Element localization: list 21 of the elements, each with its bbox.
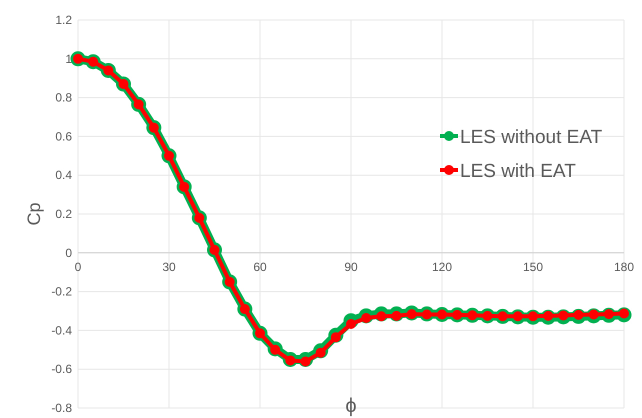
y-axis-title: Cp [24, 202, 44, 226]
y-tick-label: 0.8 [55, 90, 72, 105]
y-tick-label: -0.2 [51, 284, 72, 299]
y-tick-label: -0.4 [51, 323, 72, 338]
y-tick-label: -0.6 [51, 362, 72, 376]
x-tick-label: 0 [74, 260, 82, 274]
y-tick-label: 0.6 [55, 129, 72, 144]
x-tick-label: 60 [253, 260, 267, 274]
x-tick-label: 180 [614, 260, 634, 274]
x-axis-title: ϕ [345, 395, 357, 417]
y-tick-label: -0.8 [51, 401, 72, 415]
y-tick-label: 0.4 [55, 168, 72, 182]
x-tick-label: 150 [522, 260, 544, 274]
y-tick-label: 1.2 [55, 13, 72, 27]
x-tick-label: 30 [162, 260, 176, 274]
x-tick-label: 90 [344, 260, 358, 274]
legend-label: LES with EAT [460, 161, 576, 182]
y-tick-label: 0 [65, 246, 72, 260]
y-tick-label: 0.2 [55, 207, 72, 221]
legend-label: LES without EAT [460, 127, 603, 148]
x-tick-label: 120 [432, 260, 452, 274]
